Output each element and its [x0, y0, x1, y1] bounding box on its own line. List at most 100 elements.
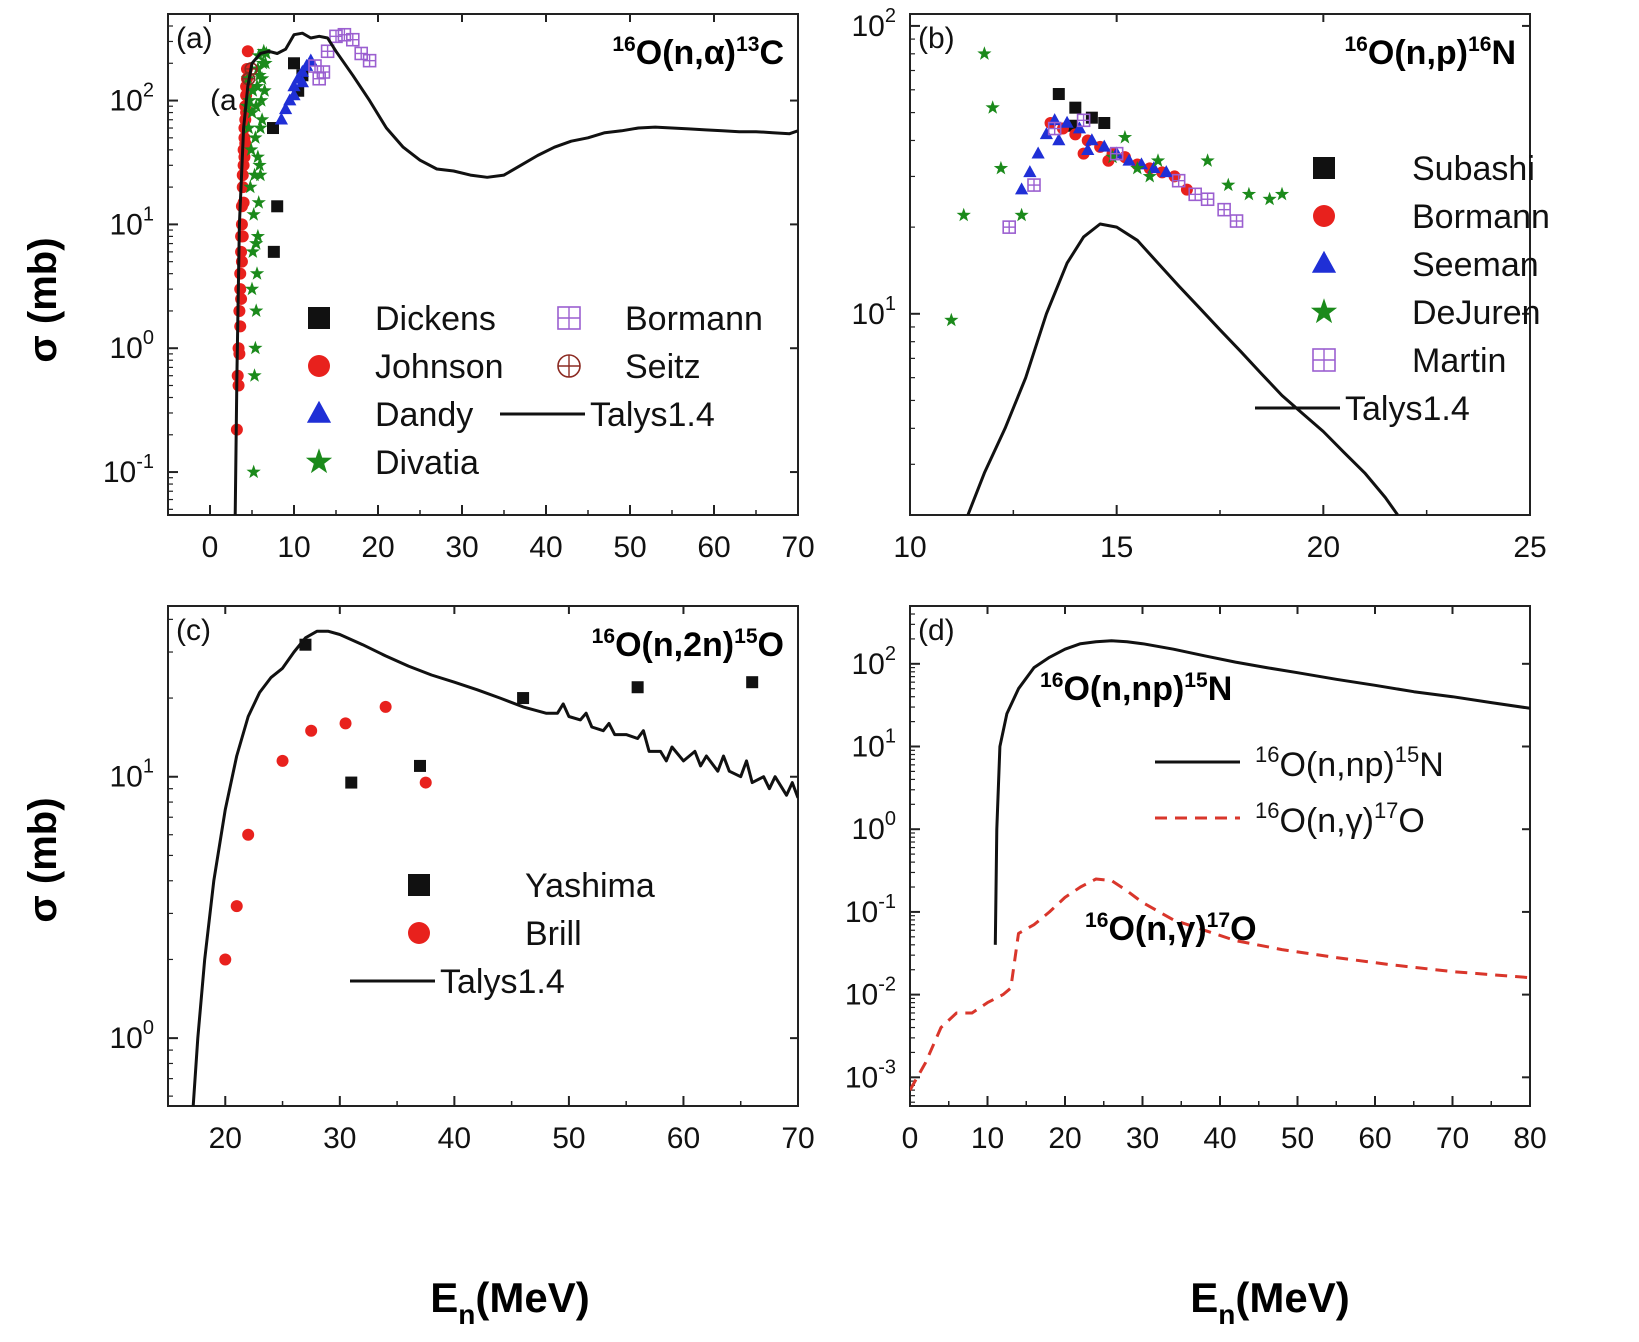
series-a-bormann-point [345, 32, 360, 47]
y-tick-label-a: 10-1 [103, 451, 154, 489]
series-a-divatia-point [253, 167, 268, 182]
x-tick-label-d: 70 [1436, 1122, 1469, 1155]
series-a-divatia-point [250, 149, 265, 164]
series-b-seeman-point [1147, 161, 1161, 174]
plot-frame-c [167, 605, 799, 1107]
series-b-dejuren [944, 46, 1290, 327]
series-b-dejuren-point [985, 100, 1000, 114]
series-a-divatia-point [257, 83, 272, 97]
x-axis-title-left: En(MeV) [430, 1274, 589, 1330]
y-tick-label-d: 101 [852, 726, 897, 764]
legend-label-b: Talys1.4 [1345, 390, 1470, 428]
series-a-dickens-point [271, 200, 284, 213]
series-b-dejuren-point [1150, 153, 1166, 167]
series-a-johnson-point [232, 379, 245, 392]
x-tick-label-b: 25 [1513, 531, 1546, 564]
legend-label-a: Dickens [375, 300, 496, 338]
x-tick-label-a: 40 [529, 531, 562, 564]
series-c-yashima-point [746, 676, 759, 689]
series-b-dejuren-point [944, 312, 959, 327]
series-a-divatia-point [246, 464, 261, 479]
series-c-brill-point [379, 700, 392, 713]
x-tick-label-c: 30 [323, 1122, 356, 1155]
y-tick-label-a: 102 [110, 80, 155, 118]
series-b-seeman-point [1023, 165, 1037, 178]
series-a-bormann-point [337, 27, 352, 42]
series-b-dejuren-point [1105, 149, 1120, 164]
series-a-divatia [239, 43, 274, 479]
legend-marker-b [1310, 298, 1338, 324]
series-b-seeman-point [1039, 127, 1053, 140]
stray-label-a: (a [210, 84, 237, 117]
panel-label-a: (a) [176, 22, 213, 55]
series-b-dejuren-point [977, 46, 992, 60]
y-tick-label-a: 100 [110, 327, 155, 365]
x-tick-label-c: 40 [438, 1122, 471, 1155]
legend-label-b: Bormann [1412, 198, 1550, 236]
plot-area-d [910, 639, 1530, 1091]
panel-a: 0 10 20 30 40 50 60 70 10-1 100 101 102 Dickens Johns… [103, 13, 815, 564]
series-a-divatia-point [244, 281, 260, 296]
series-b-martin-point [1171, 173, 1186, 188]
series-b-martin-point [1188, 187, 1202, 202]
series-b-subashi-point [1098, 116, 1111, 129]
series-b-dejuren-point [1130, 160, 1145, 175]
series-b-dejuren-point [1117, 129, 1133, 144]
series-b-martin-point [1217, 202, 1231, 217]
series-b-martin-point [1076, 113, 1091, 128]
series-a-dandy-point [295, 75, 309, 88]
series-b-dejuren-point [1274, 186, 1290, 201]
series-a-bormann-point [354, 46, 369, 61]
legend-marker-c [408, 874, 430, 896]
series-c-brill-point [305, 724, 318, 737]
series-a-johnson-point [235, 218, 248, 231]
series-a-divatia-point [240, 71, 255, 85]
x-tick-label-c: 70 [781, 1122, 814, 1155]
series-b-seeman-point [1122, 153, 1136, 166]
legend-marker-a [305, 448, 333, 474]
x-tick-label-d: 80 [1513, 1122, 1546, 1155]
legend-label-a: Talys1.4 [590, 396, 715, 434]
series-a-divatia-point [249, 266, 265, 280]
legend-marker-b [1312, 348, 1336, 372]
x-tick-label-c: 50 [552, 1122, 585, 1155]
series-c-brill-point [339, 717, 352, 730]
y-tick-label-d: 10-1 [845, 891, 896, 929]
series-a-bormann-point [320, 44, 335, 59]
panel-title-c: 16O(n,2n)15O [592, 625, 784, 664]
series-b-subashi-point [1085, 111, 1098, 124]
legend-b: Subashi Bormann Seeman DeJuren Martin Talys1.… [1255, 150, 1550, 428]
series-b-martin [1002, 113, 1244, 234]
series-b-dejuren-point [1221, 177, 1236, 192]
x-tick-label-c: 60 [667, 1122, 700, 1155]
plot-area-c [191, 629, 798, 1106]
series-c-brill [219, 700, 432, 966]
y-tick-label-c: 101 [110, 756, 155, 794]
annotation-gamma-d: 16O(n,γ)17O [1085, 909, 1257, 948]
panel-title-a: 16O(n,α)13C [612, 33, 784, 72]
series-a-divatia-point [245, 83, 260, 97]
series-b-martin-point [1002, 220, 1017, 234]
x-tick-label-a: 60 [697, 531, 730, 564]
plot-frame-a [167, 13, 799, 516]
series-b-seeman-point [1097, 139, 1111, 152]
series-a-dickens [267, 57, 309, 258]
series-a-divatia-point [251, 195, 266, 209]
series-b-seeman-point [1015, 182, 1029, 195]
series-b-martin-point [1047, 121, 1062, 136]
x-tick-label-b: 10 [893, 531, 926, 564]
series-a-divatia-point [253, 120, 268, 135]
panel-label-b: (b) [918, 22, 955, 55]
legend-label-c: Talys1.4 [440, 963, 565, 1001]
series-b-dejuren-point [1142, 168, 1157, 183]
legend-d: 16O(n,np)15N 16O(n,γ)17O [1155, 742, 1444, 840]
panel-c: 20 30 40 50 60 70 100 101 Yashima Brill Talys1.4 (c… [110, 605, 815, 1155]
series-b-martin-point [1109, 146, 1124, 161]
y-tick-label-d: 10-3 [845, 1056, 896, 1094]
legend-marker-a [306, 400, 332, 423]
series-a-bormann-point [362, 53, 377, 68]
legend-label-a: Johnson [375, 348, 504, 386]
legend-label-b: DeJuren [1412, 294, 1541, 332]
x-tick-label-a: 70 [781, 531, 814, 564]
